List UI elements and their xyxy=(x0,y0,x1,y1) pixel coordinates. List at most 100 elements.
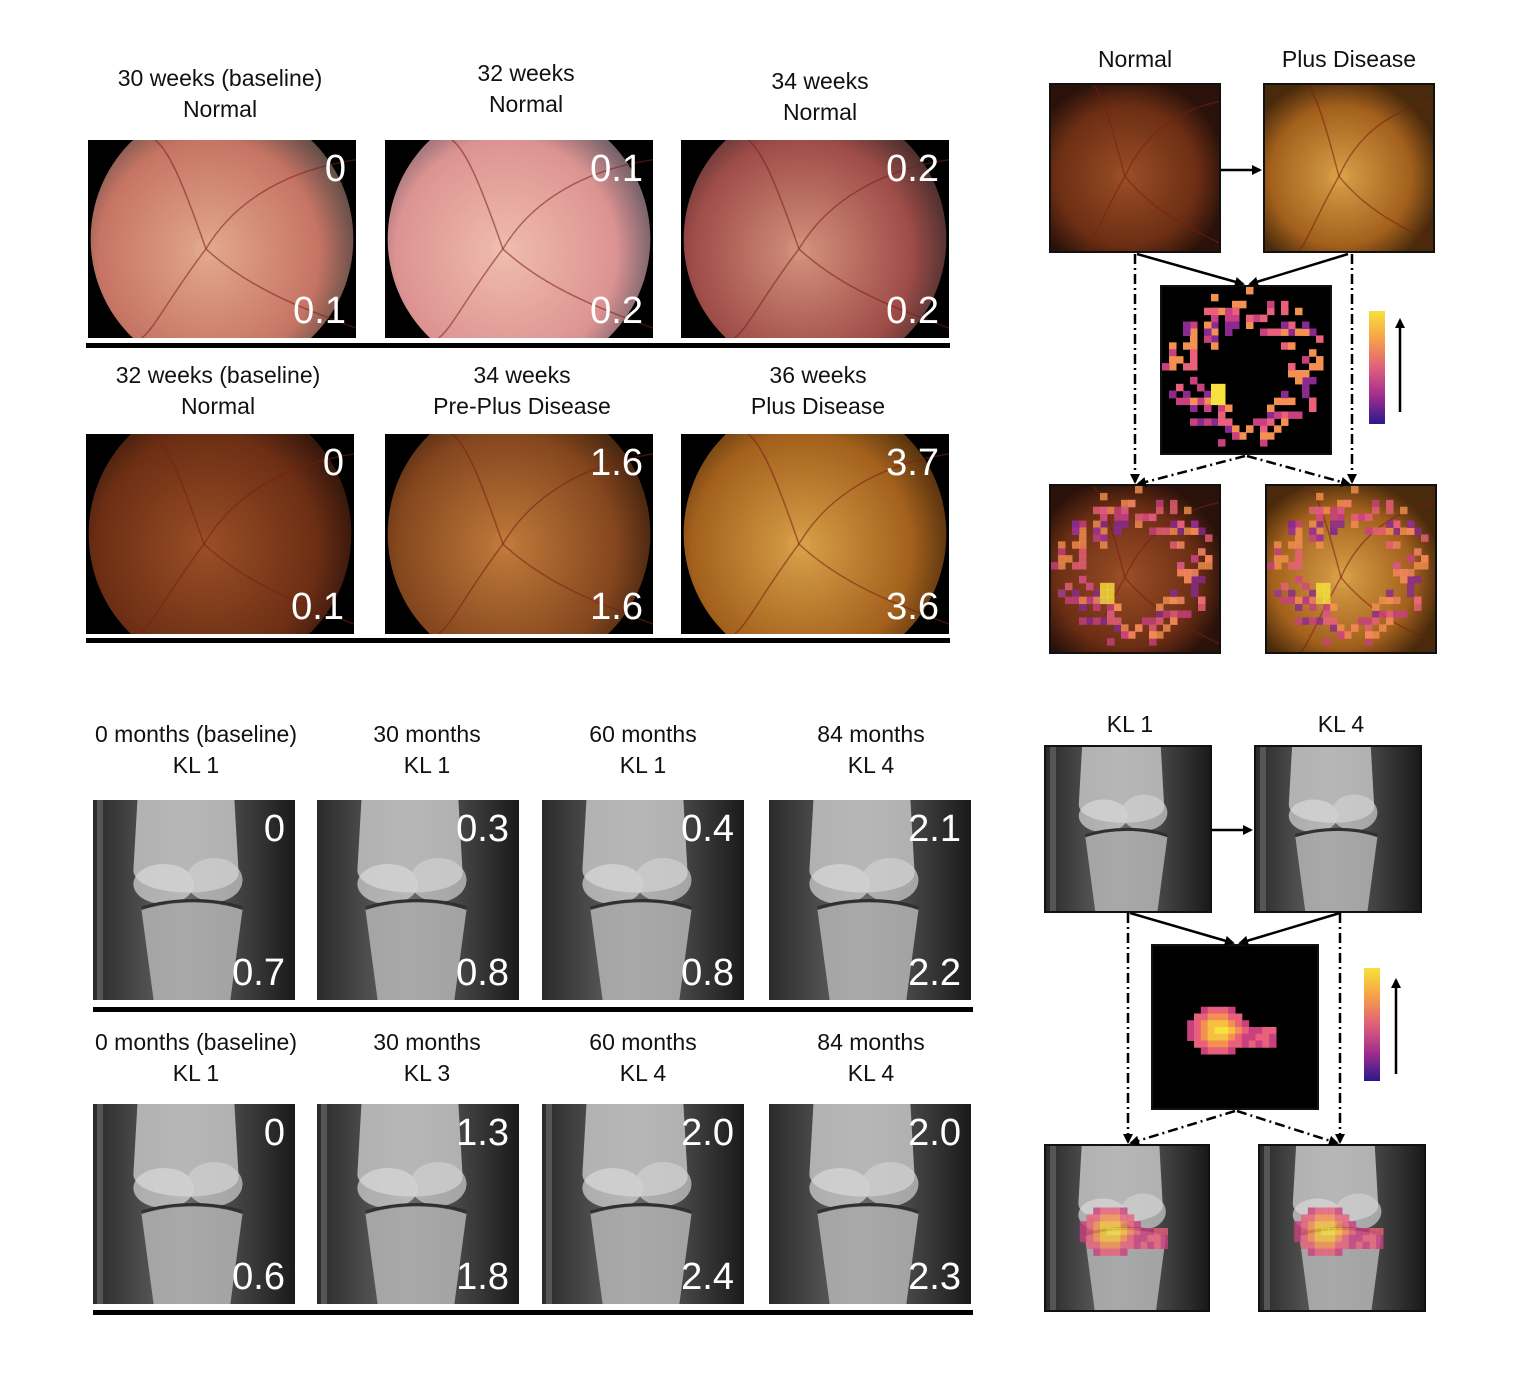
schematic-right-label: KL 4 xyxy=(1317,711,1365,737)
normal-heatmap-overlay xyxy=(1049,484,1221,654)
top-score: 3.7 xyxy=(886,442,939,484)
bottom-score: 1.8 xyxy=(456,1256,509,1298)
caption-line-1: 60 months xyxy=(589,1029,697,1055)
knee-r2-caption-3: 60 months KL 4 xyxy=(543,1027,743,1089)
retina-r1-caption-2: 32 weeks Normal xyxy=(396,58,656,120)
knee-xray-image: 2.0 2.3 xyxy=(769,1104,971,1304)
arrow-kl1-to-heatmap xyxy=(1129,911,1235,946)
knee-xray-image: 2.1 2.2 xyxy=(769,800,971,1000)
bottom-score: 2.4 xyxy=(681,1256,734,1298)
top-score: 0 xyxy=(322,442,344,484)
divider-line xyxy=(86,343,950,348)
top-score: 0.4 xyxy=(681,808,734,850)
bottom-score: 0.8 xyxy=(681,952,734,994)
knee-r1-caption-4: 84 months KL 4 xyxy=(771,719,971,781)
plus-disease-fundus-thumbnail xyxy=(1263,83,1435,253)
knee-difference-heatmap xyxy=(1151,944,1319,1110)
divider-line xyxy=(93,1310,973,1315)
knee-xray-image: 0.4 0.8 xyxy=(542,800,744,1000)
bottom-score: 1.6 xyxy=(590,586,643,628)
caption-line-1: 30 months xyxy=(373,1029,481,1055)
knee-xray-image: 0.3 0.8 xyxy=(317,800,519,1000)
knee-xray-image: 0 0.7 xyxy=(93,800,295,1000)
knee-r2-caption-2: 30 months KL 3 xyxy=(327,1027,527,1089)
kl1-heatmap-overlay xyxy=(1044,1144,1210,1312)
retina-difference-heatmap xyxy=(1160,285,1332,455)
colorbar xyxy=(1369,311,1385,424)
caption-line-1: 0 months (baseline) xyxy=(95,1029,297,1055)
retina-fundus-image: 1.6 1.6 xyxy=(385,434,653,634)
caption-line-2: Pre-Plus Disease xyxy=(433,393,611,419)
retina-r2-caption-1: 32 weeks (baseline) Normal xyxy=(88,360,348,422)
arrow-normal-to-heatmap xyxy=(1136,252,1245,287)
dashdot-heatmap-left xyxy=(1129,1109,1236,1146)
top-score: 2.0 xyxy=(681,1112,734,1154)
bottom-score: 0.6 xyxy=(232,1256,285,1298)
caption-line-1: 84 months xyxy=(817,1029,925,1055)
caption-line-1: 32 weeks xyxy=(477,60,575,86)
bottom-score: 3.6 xyxy=(886,586,939,628)
top-score: 0 xyxy=(263,808,285,850)
bottom-score: 0.7 xyxy=(232,952,285,994)
retina-r2-caption-3: 36 weeks Plus Disease xyxy=(688,360,948,422)
divider-line xyxy=(86,638,950,643)
kl4-heatmap-overlay xyxy=(1258,1144,1426,1312)
dashdot-heatmap-right xyxy=(1236,1109,1339,1146)
knee-r1-caption-3: 60 months KL 1 xyxy=(543,719,743,781)
schematic-right-label: Plus Disease xyxy=(1281,46,1417,72)
arrow-kl4-to-heatmap xyxy=(1238,911,1341,946)
caption-line-2: KL 1 xyxy=(619,752,667,778)
caption-line-2: KL 4 xyxy=(847,1060,895,1086)
top-score: 1.6 xyxy=(590,442,643,484)
knee-r2-caption-1: 0 months (baseline) KL 1 xyxy=(76,1027,316,1089)
caption-line-1: 84 months xyxy=(817,721,925,747)
caption-line-2: KL 4 xyxy=(847,752,895,778)
knee-xray-image: 0 0.6 xyxy=(93,1104,295,1304)
kl1-xray-thumbnail xyxy=(1044,745,1212,913)
caption-line-1: 30 months xyxy=(373,721,481,747)
caption-line-2: Normal xyxy=(782,99,858,125)
caption-line-2: KL 1 xyxy=(403,752,451,778)
bottom-score: 0.2 xyxy=(590,290,643,332)
caption-line-2: KL 1 xyxy=(172,1060,220,1086)
retina-fundus-image: 0 0.1 xyxy=(88,140,356,338)
top-score: 1.3 xyxy=(456,1112,509,1154)
divider-line xyxy=(93,1007,973,1012)
top-score: 0.1 xyxy=(590,148,643,190)
retina-fundus-image: 3.7 3.6 xyxy=(681,434,949,634)
caption-line-2: Normal xyxy=(182,96,258,122)
knee-xray-image: 1.3 1.8 xyxy=(317,1104,519,1304)
kl4-xray-thumbnail xyxy=(1254,745,1422,913)
retina-fundus-image: 0.1 0.2 xyxy=(385,140,653,338)
bottom-score: 2.3 xyxy=(908,1256,961,1298)
knee-r2-caption-4: 84 months KL 4 xyxy=(771,1027,971,1089)
top-score: 0 xyxy=(263,1112,285,1154)
bottom-score: 0.1 xyxy=(293,290,346,332)
caption-line-2: Plus Disease xyxy=(750,393,886,419)
schematic-left-label: KL 1 xyxy=(1106,711,1154,737)
top-score: 0.3 xyxy=(456,808,509,850)
knee-xray-image: 2.0 2.4 xyxy=(542,1104,744,1304)
knee-r1-caption-2: 30 months KL 1 xyxy=(327,719,527,781)
caption-line-2: KL 4 xyxy=(619,1060,667,1086)
top-score: 0 xyxy=(324,148,346,190)
normal-fundus-thumbnail xyxy=(1049,83,1221,253)
dashdot-heatmap-right xyxy=(1246,454,1351,487)
top-score: 0.2 xyxy=(886,148,939,190)
caption-line-1: 34 weeks xyxy=(473,362,571,388)
top-score: 2.1 xyxy=(908,808,961,850)
caption-line-1: 36 weeks xyxy=(769,362,867,388)
caption-line-2: KL 3 xyxy=(403,1060,451,1086)
caption-line-1: 0 months (baseline) xyxy=(95,721,297,747)
caption-line-2: Normal xyxy=(488,91,564,117)
colorbar xyxy=(1364,968,1380,1081)
knee-r1-caption-1: 0 months (baseline) KL 1 xyxy=(76,719,316,781)
bottom-score: 0.8 xyxy=(456,952,509,994)
caption-line-2: Normal xyxy=(180,393,256,419)
retina-fundus-image: 0 0.1 xyxy=(86,434,354,634)
plus-heatmap-overlay xyxy=(1265,484,1437,654)
retina-r2-caption-2: 34 weeks Pre-Plus Disease xyxy=(392,360,652,422)
caption-line-1: 34 weeks xyxy=(771,68,869,94)
bottom-score: 2.2 xyxy=(908,952,961,994)
caption-line-1: 32 weeks (baseline) xyxy=(115,362,321,388)
